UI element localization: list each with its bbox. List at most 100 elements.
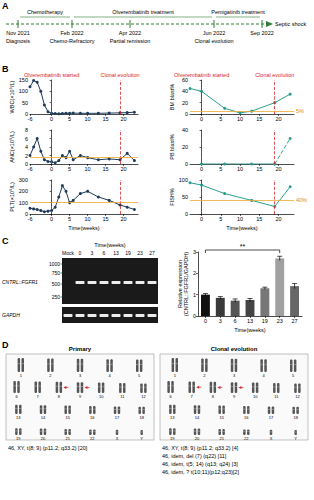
svg-text:5: 5: [68, 216, 71, 222]
svg-text:18: 18: [139, 415, 144, 420]
svg-text:0: 0: [185, 161, 188, 167]
svg-text:1: 1: [20, 373, 23, 378]
svg-text:12: 12: [295, 394, 300, 399]
svg-text:X: X: [116, 436, 119, 441]
svg-text:50: 50: [22, 100, 28, 106]
svg-text:20: 20: [121, 166, 127, 172]
svg-text:2: 2: [25, 153, 28, 159]
svg-text:21: 21: [65, 436, 70, 441]
svg-text:11: 11: [120, 394, 125, 399]
svg-text:13: 13: [113, 250, 119, 256]
svg-text:23: 23: [137, 250, 143, 256]
svg-text:Jun 2022: Jun 2022: [203, 30, 226, 36]
svg-text:5: 5: [68, 166, 71, 172]
svg-text:100: 100: [179, 177, 188, 183]
svg-text:5: 5: [138, 373, 141, 378]
svg-text:19: 19: [170, 436, 175, 441]
svg-text:Time(weeks): Time(weeks): [94, 242, 125, 248]
svg-text:0: 0: [185, 111, 188, 117]
svg-text:1: 1: [174, 373, 177, 378]
svg-text:Pemigatinib treatment: Pemigatinib treatment: [211, 9, 265, 15]
svg-text:Clonal evolution: Clonal evolution: [211, 346, 258, 352]
svg-text:1000: 1000: [49, 261, 60, 267]
svg-text:Primary: Primary: [69, 346, 92, 352]
svg-text:Apr 2022: Apr 2022: [119, 30, 141, 36]
svg-text:X: X: [270, 436, 273, 441]
svg-text:-6: -6: [28, 116, 33, 122]
svg-text:20: 20: [182, 144, 188, 150]
svg-text:Mock: Mock: [62, 250, 74, 256]
svg-text:0: 0: [193, 313, 196, 319]
svg-text:17: 17: [115, 415, 120, 420]
svg-text:19: 19: [125, 250, 131, 256]
svg-text:7: 7: [37, 394, 40, 399]
svg-text:BM blast%: BM blast%: [169, 84, 175, 110]
svg-text:20: 20: [182, 100, 188, 106]
svg-text:3: 3: [193, 249, 196, 255]
svg-text:4: 4: [108, 373, 111, 378]
svg-text:500: 500: [52, 281, 61, 287]
svg-text:Time(weeks): Time(weeks): [234, 327, 265, 333]
svg-text:16: 16: [90, 415, 95, 420]
svg-text:100: 100: [19, 200, 28, 206]
svg-text:6: 6: [103, 250, 106, 256]
svg-text:23: 23: [277, 318, 283, 324]
svg-text:27: 27: [292, 318, 298, 324]
svg-text:0: 0: [200, 166, 203, 172]
svg-text:Time(weeks): Time(weeks): [68, 225, 99, 231]
svg-text:18: 18: [293, 415, 298, 420]
svg-text:17: 17: [269, 415, 274, 420]
svg-text:46, idem, t(5; 14) (q13; q24): 46, idem, t(5; 14) (q13; q24) [3]: [162, 461, 238, 467]
svg-text:Sep 2022: Sep 2022: [250, 30, 274, 36]
svg-text:Chemo-Refractory: Chemo-Refractory: [50, 38, 95, 44]
svg-text:A: A: [2, 1, 9, 11]
svg-text:8: 8: [25, 127, 28, 133]
svg-text:15: 15: [256, 116, 262, 122]
svg-text:11: 11: [274, 394, 279, 399]
svg-text:4: 4: [25, 144, 28, 150]
svg-text:10: 10: [85, 116, 91, 122]
svg-text:40%: 40%: [296, 197, 307, 203]
svg-text:5%: 5%: [296, 108, 304, 114]
svg-text:46, XY, t(8; 9) (p11.2; q33.2): 46, XY, t(8; 9) (p11.2; q33.2) [4]: [162, 445, 239, 451]
svg-text:-6: -6: [28, 216, 33, 222]
svg-text:50: 50: [182, 194, 188, 200]
svg-text:Olverembatinib treatment: Olverembatinib treatment: [112, 9, 174, 15]
svg-text:Y: Y: [294, 436, 297, 441]
svg-text:D: D: [2, 340, 9, 350]
svg-text:-6: -6: [28, 166, 33, 172]
svg-text:B: B: [2, 64, 9, 74]
svg-text:750: 750: [52, 270, 61, 276]
svg-text:0: 0: [50, 166, 53, 172]
svg-text:100: 100: [19, 88, 28, 94]
svg-text:27: 27: [149, 250, 155, 256]
svg-text:20: 20: [195, 436, 200, 441]
svg-text:6: 6: [25, 136, 28, 142]
svg-text:15: 15: [219, 415, 224, 420]
svg-text:10: 10: [237, 166, 243, 172]
svg-text:Olverembatinib started: Olverembatinib started: [24, 72, 79, 78]
svg-text:GAPDH: GAPDH: [2, 312, 20, 318]
svg-text:Feb 2022: Feb 2022: [60, 30, 83, 36]
svg-text:16: 16: [244, 415, 249, 420]
svg-text:15: 15: [103, 216, 109, 222]
svg-text:10: 10: [99, 394, 104, 399]
svg-text:2: 2: [193, 270, 196, 276]
svg-text:Septic shock: Septic shock: [275, 21, 306, 27]
svg-text:CNTRL::FGFR1: CNTRL::FGFR1: [2, 279, 38, 285]
svg-text:5: 5: [219, 166, 222, 172]
svg-text:14: 14: [41, 415, 46, 420]
svg-text:12: 12: [141, 394, 146, 399]
svg-text:ANC(×10⁹/L): ANC(×10⁹/L): [9, 131, 15, 163]
svg-text:Diagnosis: Diagnosis: [6, 38, 30, 44]
svg-text:0: 0: [50, 116, 53, 122]
svg-text:1: 1: [193, 292, 196, 298]
svg-text:5: 5: [219, 116, 222, 122]
svg-text:FISH%: FISH%: [169, 188, 175, 206]
svg-text:40: 40: [182, 88, 188, 94]
svg-text:2: 2: [203, 373, 206, 378]
svg-text:Y: Y: [140, 436, 143, 441]
svg-text:14: 14: [195, 415, 200, 420]
svg-text:3: 3: [79, 373, 82, 378]
svg-text:0: 0: [185, 211, 188, 217]
